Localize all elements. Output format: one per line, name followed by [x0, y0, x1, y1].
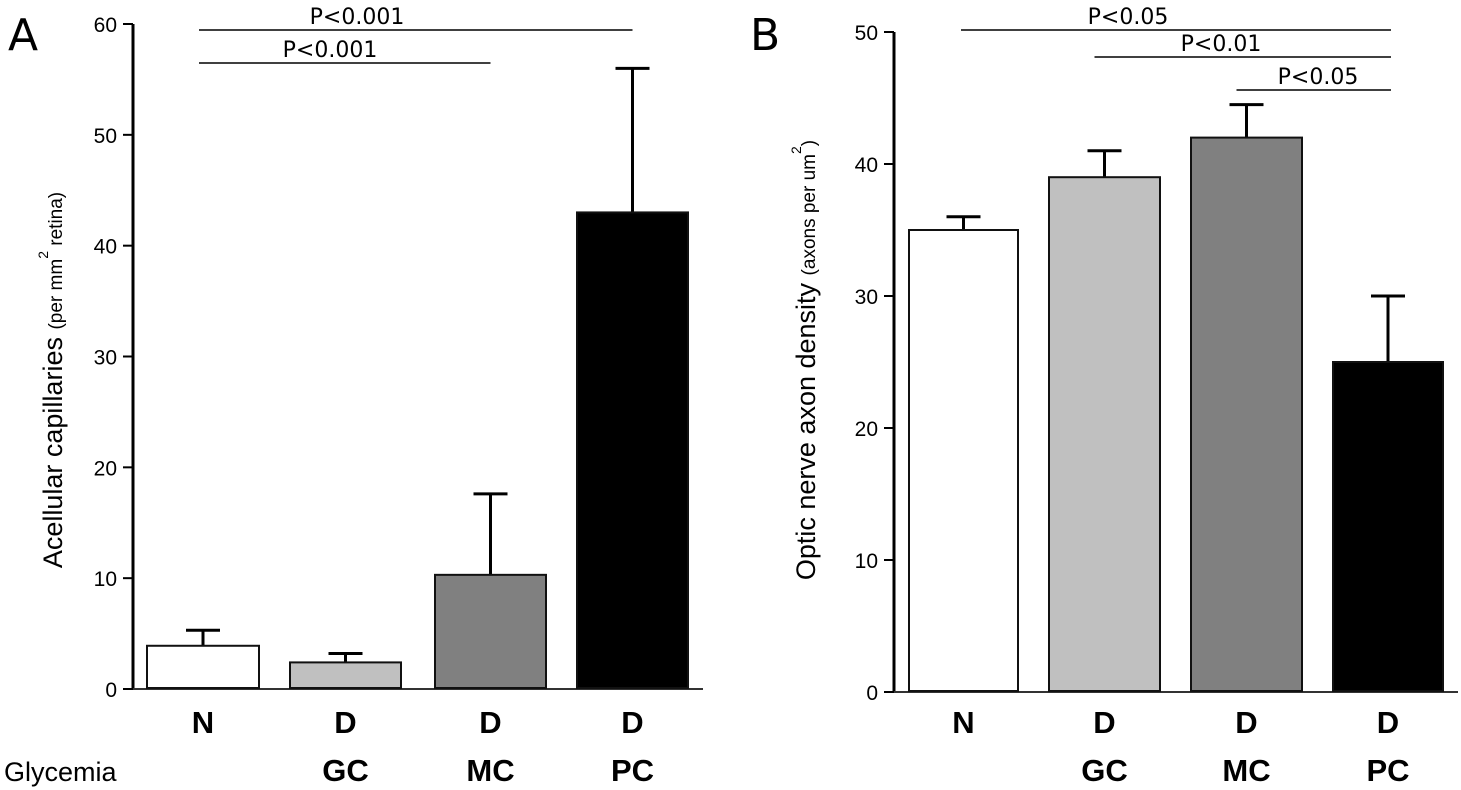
- category-label-top: N: [192, 705, 214, 740]
- category-label-bottom: PC: [1366, 753, 1409, 788]
- category-label-top: D: [1377, 705, 1399, 740]
- significance-label: P<0.001: [310, 5, 405, 30]
- category-label-top: D: [1093, 705, 1115, 740]
- bar: [289, 661, 402, 690]
- y-axis-label-superscript: 2: [35, 251, 51, 259]
- y-tick-label: 20: [855, 418, 878, 441]
- category-label-bottom: MC: [466, 753, 514, 788]
- significance-label: P<0.01: [1181, 32, 1262, 57]
- category-label-top: N: [952, 705, 974, 740]
- y-tick-label: 30: [855, 286, 878, 309]
- category-label-top: D: [621, 705, 643, 740]
- bar: [434, 573, 547, 690]
- y-axis-label-unit: (axons per um: [799, 154, 820, 275]
- y-tick-label: 30: [94, 347, 117, 370]
- bar: [908, 229, 1019, 692]
- y-tick-label: 10: [94, 568, 117, 591]
- bar: [1048, 176, 1161, 692]
- category-label-bottom: PC: [611, 753, 654, 788]
- category-label-top: D: [334, 705, 356, 740]
- significance-label: P<0.05: [1088, 5, 1169, 30]
- category-label-bottom: GC: [1081, 753, 1128, 788]
- bar: [146, 644, 260, 690]
- y-tick-label: 0: [105, 679, 117, 702]
- y-tick-label: 0: [866, 682, 878, 705]
- bar: [576, 211, 689, 690]
- category-label-top: D: [479, 705, 501, 740]
- y-tick-label: 40: [94, 236, 117, 259]
- y-tick-label: 50: [855, 22, 878, 45]
- category-label-top: D: [1235, 705, 1257, 740]
- y-tick-label: 20: [94, 457, 117, 480]
- y-tick-label: 50: [94, 125, 117, 148]
- category-label-bottom: GC: [322, 753, 369, 788]
- y-axis-label-unit-end: ): [799, 140, 820, 146]
- category-label-bottom: MC: [1222, 753, 1270, 788]
- y-axis-label: Optic nerve axon density (axons per um2): [788, 140, 821, 580]
- y-axis-label-superscript: 2: [788, 146, 804, 154]
- y-axis-label-main: Optic nerve axon density: [791, 275, 821, 580]
- bar: [1190, 136, 1303, 693]
- significance-label: P<0.05: [1278, 65, 1359, 90]
- y-axis-label-unit-end: retina): [46, 192, 67, 251]
- panel-letter: A: [8, 10, 38, 61]
- y-axis-label: Acellular capillaries (per mm2 retina): [35, 192, 68, 568]
- panel-a: A 0 10 20 30 40 50 60 Acellular capillaries (per…: [8, 5, 703, 788]
- glycemia-row-label: Glycemia: [4, 757, 118, 787]
- y-axis-label-main: Acellular capillaries: [38, 330, 68, 569]
- bar: [1332, 361, 1444, 692]
- y-axis-label-unit: (per mm: [46, 259, 67, 330]
- significance-label: P<0.001: [283, 38, 378, 63]
- y-tick-label: 40: [855, 154, 878, 177]
- panel-b: B 0 10 20 30 40 50 Optic nerve axon density (ax…: [750, 5, 1458, 788]
- panel-letter: B: [750, 10, 780, 61]
- y-tick-label: 60: [94, 14, 117, 37]
- y-tick-label: 10: [855, 550, 878, 573]
